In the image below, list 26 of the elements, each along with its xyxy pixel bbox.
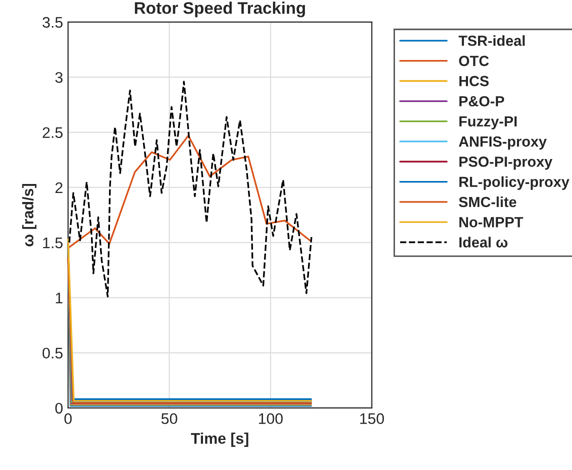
- chart-title: Rotor Speed Tracking: [134, 2, 305, 18]
- y-tick-label: 2: [55, 182, 62, 193]
- legend-label: ANFIS-proxy: [458, 136, 547, 150]
- legend-label: HCS: [459, 76, 489, 86]
- legend-label: Fuzzy-PI: [459, 116, 517, 130]
- legend-label: OTC: [459, 56, 489, 66]
- legend-label: RL-policy-proxy: [459, 176, 570, 190]
- x-tick-label: 150: [360, 413, 384, 424]
- y-tick-label: 0.5: [42, 348, 63, 359]
- legend-label: PSO-PI-proxy: [459, 156, 552, 170]
- x-axis-title: Time [s]: [190, 432, 248, 447]
- x-tick-label: 0: [64, 413, 72, 424]
- y-tick-label: 1.5: [43, 238, 63, 248]
- y-tick-label: 0: [55, 402, 63, 414]
- y-tick-label: 3: [55, 72, 63, 83]
- y-tick-label: 1: [56, 292, 62, 304]
- y-tick-label: 3.5: [42, 16, 63, 28]
- y-tick-label: 2.5: [42, 127, 63, 138]
- legend-label: Ideal ω: [459, 236, 508, 248]
- x-tick-label: 50: [161, 413, 178, 424]
- legend-label: SMC-lite: [458, 196, 516, 208]
- legend-label: P&O-P: [459, 96, 504, 106]
- legend-label: No-MPPT: [459, 217, 524, 228]
- y-axis-title: ω [rad/s]: [22, 184, 36, 246]
- legend-label: TSR-ideal: [458, 35, 525, 46]
- x-tick-label: 100: [258, 413, 283, 424]
